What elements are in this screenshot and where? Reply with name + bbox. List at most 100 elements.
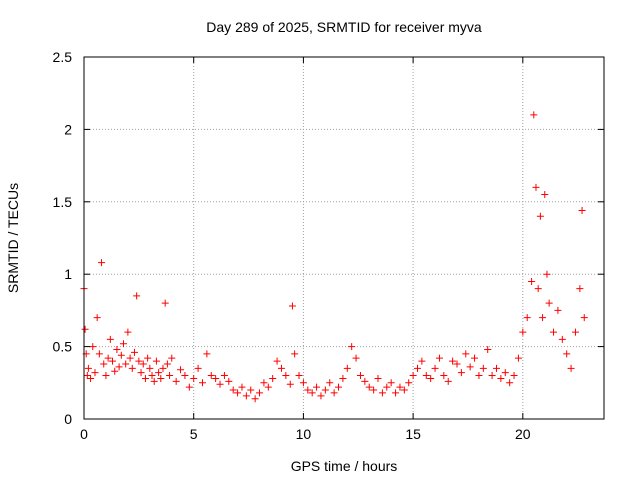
data-point: [501, 369, 509, 377]
data-point: [543, 270, 551, 278]
data-point: [462, 350, 470, 358]
data-point: [264, 383, 272, 391]
data-point: [567, 364, 575, 372]
x-axis-label: GPS time / hours: [291, 458, 398, 474]
data-point: [95, 350, 103, 358]
data-point: [104, 354, 112, 362]
data-point: [242, 392, 250, 400]
data-point: [405, 379, 413, 387]
data-point: [528, 277, 536, 285]
data-point: [580, 314, 588, 322]
data-point: [150, 377, 158, 385]
data-point: [545, 299, 553, 307]
data-point: [400, 386, 408, 394]
data-point: [277, 364, 285, 372]
data-point: [506, 379, 514, 387]
data-point: [111, 367, 119, 375]
data-point: [93, 314, 101, 322]
data-point: [220, 372, 228, 380]
data-point: [370, 386, 378, 394]
data-point: [392, 389, 400, 397]
data-point: [387, 379, 395, 387]
data-point: [181, 372, 189, 380]
data-point: [492, 364, 500, 372]
y-tick-label: 1.5: [53, 194, 73, 210]
data-point: [313, 383, 321, 391]
data-point: [133, 292, 141, 300]
data-point: [554, 306, 562, 314]
data-point: [102, 372, 110, 380]
data-point: [251, 395, 259, 403]
data-point: [124, 328, 132, 336]
data-point: [177, 366, 185, 374]
data-point: [128, 364, 136, 372]
data-point: [444, 377, 452, 385]
data-point: [299, 379, 307, 387]
data-point: [348, 343, 356, 351]
chart-title: Day 289 of 2025, SRMTID for receiver myv…: [206, 19, 482, 35]
data-point: [83, 372, 91, 380]
data-point: [81, 325, 89, 333]
data-point: [440, 372, 448, 380]
y-tick-label: 1: [64, 266, 72, 282]
data-point: [457, 369, 465, 377]
data-point: [135, 357, 143, 365]
data-point: [475, 372, 483, 380]
data-point: [304, 386, 312, 394]
data-point: [137, 369, 145, 377]
data-point: [282, 372, 290, 380]
data-point: [326, 379, 334, 387]
y-tick-label: 2.5: [53, 49, 73, 65]
data-point: [497, 374, 505, 382]
data-point: [534, 285, 542, 293]
plot-frame: [83, 56, 605, 420]
data-point: [144, 354, 152, 362]
data-point: [541, 191, 549, 199]
data-point: [335, 383, 343, 391]
data-point: [168, 354, 176, 362]
data-point: [109, 357, 117, 365]
data-point: [550, 328, 558, 336]
data-point: [295, 372, 303, 380]
data-point: [98, 259, 106, 267]
data-point: [536, 212, 544, 220]
x-tick-label: 10: [296, 426, 312, 442]
data-point: [106, 335, 114, 343]
axis-ticks: 0 5 10 15 20 0 0.5 1 1.5 2 2.5: [53, 49, 604, 442]
data-point: [117, 351, 125, 359]
data-point: [91, 369, 99, 377]
data-point: [471, 354, 479, 362]
data-point: [409, 372, 417, 380]
data-point: [352, 354, 360, 362]
grid: [84, 57, 604, 419]
data-point: [122, 360, 130, 368]
data-point: [273, 357, 281, 365]
data-point: [203, 350, 211, 358]
data-point: [148, 372, 156, 380]
data-point: [207, 372, 215, 380]
data-point: [321, 386, 329, 394]
data-point: [166, 372, 174, 380]
data-point: [523, 314, 531, 322]
data-point: [269, 374, 277, 382]
data-point: [396, 383, 404, 391]
data-point: [84, 364, 92, 372]
data-point: [185, 383, 193, 391]
data-point: [414, 364, 422, 372]
data-point: [418, 357, 426, 365]
x-tick-label: 5: [190, 426, 198, 442]
data-point: [479, 364, 487, 372]
data-point: [190, 374, 198, 382]
data-point: [563, 350, 571, 358]
data-point: [119, 340, 127, 348]
y-tick-label: 2: [64, 121, 72, 137]
y-tick-label: 0: [64, 411, 72, 427]
data-point: [578, 206, 586, 214]
data-point: [126, 354, 134, 362]
y-tick-label: 0.5: [53, 339, 73, 355]
data-point: [130, 348, 138, 356]
data-point: [87, 374, 95, 382]
data-point: [225, 377, 233, 385]
